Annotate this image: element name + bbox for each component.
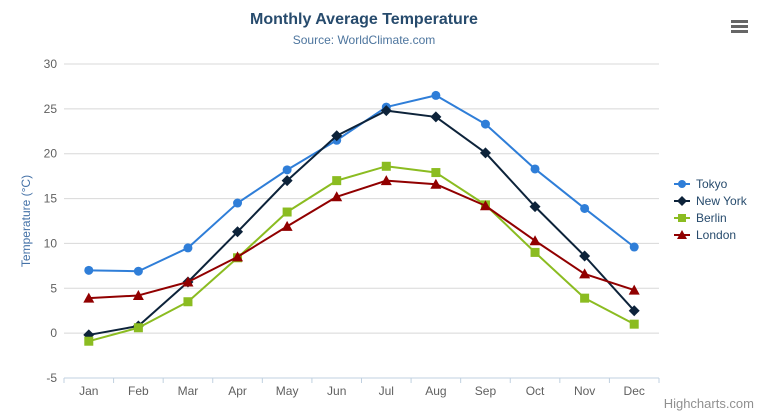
point-new-york-aug[interactable] xyxy=(430,111,442,123)
point-tokyo-apr[interactable] xyxy=(233,198,243,208)
point-berlin-oct[interactable] xyxy=(530,247,540,257)
point-new-york-apr[interactable] xyxy=(232,226,244,238)
x-tick-label: Dec xyxy=(624,384,645,398)
point-new-york-oct[interactable] xyxy=(529,201,541,213)
point-new-york-sep[interactable] xyxy=(479,147,491,159)
point-berlin-jun[interactable] xyxy=(332,176,342,186)
point-new-york-jul[interactable] xyxy=(380,105,392,117)
point-london-mar[interactable] xyxy=(182,276,194,287)
legend-symbol-tokyo[interactable] xyxy=(678,179,686,188)
point-london-sep[interactable] xyxy=(479,200,491,211)
point-berlin-jul[interactable] xyxy=(381,161,391,171)
point-tokyo-nov[interactable] xyxy=(580,203,590,213)
x-tick-label: May xyxy=(276,384,299,398)
point-london-jul[interactable] xyxy=(380,175,392,186)
x-tick-label: Mar xyxy=(178,384,199,398)
y-tick-label: 5 xyxy=(50,281,57,295)
legend-marker-triangle xyxy=(674,229,690,239)
point-london-oct[interactable] xyxy=(529,235,541,246)
legend-marker-square xyxy=(674,213,690,222)
point-london-jan[interactable] xyxy=(83,292,95,303)
y-tick-label: 15 xyxy=(44,192,58,206)
series-line-new-york xyxy=(87,109,636,336)
menu-bar xyxy=(731,20,748,23)
point-berlin-aug[interactable] xyxy=(431,168,441,178)
point-berlin-nov[interactable] xyxy=(580,293,590,303)
x-tick-label: Jul xyxy=(379,384,394,398)
point-new-york-jun[interactable] xyxy=(331,130,343,142)
point-tokyo-aug[interactable] xyxy=(431,90,441,100)
point-new-york-dec[interactable] xyxy=(628,305,640,317)
point-tokyo-dec[interactable] xyxy=(629,242,639,252)
menu-bar xyxy=(731,30,748,33)
x-tick-label: Oct xyxy=(526,384,545,398)
point-london-aug[interactable] xyxy=(430,178,442,189)
y-tick-label: 30 xyxy=(44,57,58,71)
point-london-nov[interactable] xyxy=(579,268,591,279)
x-tick-label: Apr xyxy=(228,384,247,398)
x-tick-label: Jan xyxy=(79,384,98,398)
legend-symbol-new-york[interactable] xyxy=(677,195,687,206)
y-tick-label: 20 xyxy=(44,147,58,161)
legend-label: Tokyo xyxy=(696,176,728,191)
point-london-apr[interactable] xyxy=(232,251,244,262)
point-new-york-nov[interactable] xyxy=(579,250,591,262)
series-line-tokyo xyxy=(87,94,636,273)
point-berlin-mar[interactable] xyxy=(183,297,193,307)
point-london-jun[interactable] xyxy=(331,191,343,202)
point-tokyo-mar[interactable] xyxy=(183,243,193,253)
legend-label: Berlin xyxy=(696,210,727,225)
point-new-york-may[interactable] xyxy=(281,175,293,187)
x-tick-label: Nov xyxy=(574,384,595,398)
export-menu-icon[interactable] xyxy=(731,20,748,33)
legend: Tokyo New York Berlin London xyxy=(674,175,747,243)
series-line-berlin xyxy=(87,165,636,343)
y-axis-title: Temperature (°C) xyxy=(19,174,33,268)
series-line-london xyxy=(87,179,636,300)
legend-item-tokyo[interactable]: Tokyo xyxy=(674,175,747,192)
legend-label: New York xyxy=(696,193,747,208)
point-london-dec[interactable] xyxy=(628,284,640,295)
y-tick-label: 25 xyxy=(44,102,58,116)
point-tokyo-may[interactable] xyxy=(282,165,292,175)
point-berlin-dec[interactable] xyxy=(629,319,639,329)
point-tokyo-feb[interactable] xyxy=(133,266,143,276)
y-tick-label: 0 xyxy=(50,326,57,340)
legend-symbol-london[interactable] xyxy=(677,229,687,239)
y-tick-label: -5 xyxy=(46,371,57,385)
menu-bar xyxy=(731,25,748,28)
x-tick-label: Sep xyxy=(475,384,497,398)
point-berlin-jan[interactable] xyxy=(84,336,94,346)
point-berlin-may[interactable] xyxy=(282,207,292,217)
point-tokyo-oct[interactable] xyxy=(530,164,540,174)
point-tokyo-sep[interactable] xyxy=(480,119,490,129)
credits-link[interactable]: Highcharts.com xyxy=(663,396,754,411)
chart-subtitle: Source: WorldClimate.com xyxy=(292,33,436,47)
legend-marker-diamond xyxy=(674,195,690,206)
x-tick-label: Jun xyxy=(327,384,346,398)
legend-item-new-york[interactable]: New York xyxy=(674,192,747,209)
legend-label: London xyxy=(696,227,737,242)
point-london-may[interactable] xyxy=(281,220,293,231)
x-tick-label: Aug xyxy=(425,384,446,398)
point-london-feb[interactable] xyxy=(132,289,144,300)
legend-item-london[interactable]: London xyxy=(674,226,747,243)
chart-title: Monthly Average Temperature xyxy=(250,11,478,28)
point-tokyo-jan[interactable] xyxy=(84,265,94,275)
legend-marker-circle xyxy=(674,179,690,188)
x-tick-label: Feb xyxy=(128,384,149,398)
legend-symbol-berlin[interactable] xyxy=(678,213,686,222)
y-tick-label: 10 xyxy=(44,236,58,250)
point-berlin-feb[interactable] xyxy=(133,323,143,333)
legend-item-berlin[interactable]: Berlin xyxy=(674,209,747,226)
